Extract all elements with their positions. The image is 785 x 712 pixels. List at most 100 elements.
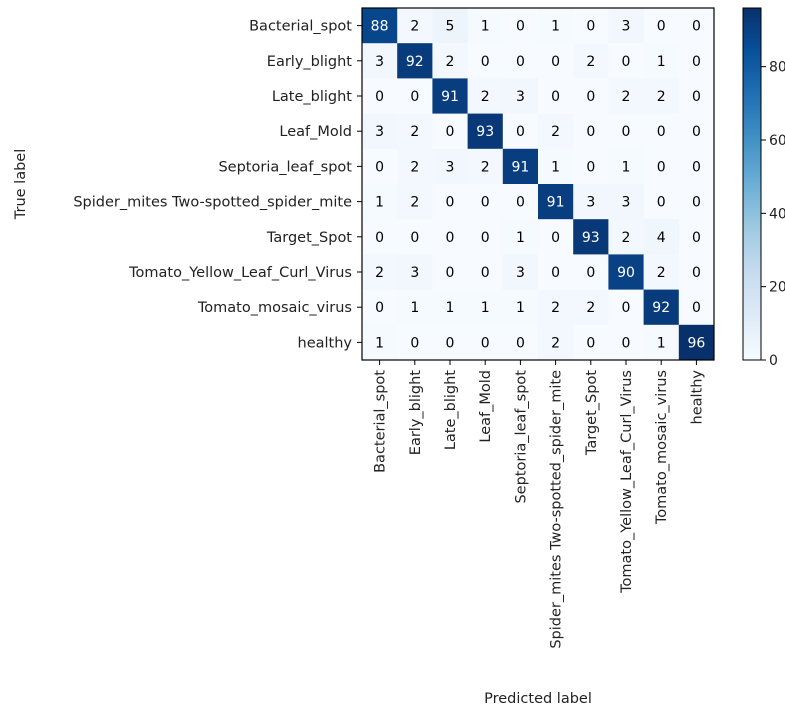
heatmap-cell (608, 8, 644, 44)
cell-value-label: 3 (516, 89, 525, 105)
cell-value-label: 2 (551, 124, 560, 140)
x-tick-label: Spider_mites Two-spotted_spider_mite (549, 370, 565, 649)
heatmap-cell (643, 8, 680, 44)
heatmap-cell (397, 148, 433, 185)
heatmap-cell (678, 148, 715, 185)
heatmap-cell (362, 184, 398, 220)
heatmap-cell (608, 254, 644, 290)
cell-value-label: 0 (551, 230, 560, 246)
heatmap-cell (432, 254, 468, 290)
y-tick-label: Tomato_mosaic_virus (197, 300, 352, 316)
cell-value-label: 3 (586, 195, 595, 211)
cell-value-label: 2 (551, 335, 560, 351)
y-tick-label: Late_blight (272, 89, 352, 105)
y-tick-label: Leaf_Mold (279, 124, 352, 140)
x-tick-label: healthy (689, 370, 705, 425)
cell-value-label: 3 (375, 54, 384, 70)
cell-value-label: 0 (446, 124, 455, 140)
heatmap-cell (608, 219, 644, 255)
heatmap-cell (362, 289, 398, 326)
cell-value-label: 0 (481, 230, 490, 246)
cell-value-label: 93 (582, 230, 600, 246)
cell-value-label: 2 (481, 159, 490, 175)
heatmap-cell (467, 184, 504, 220)
heatmap-cell (573, 78, 609, 114)
heatmap-cell (502, 43, 539, 79)
cell-value-label: 0 (516, 124, 525, 140)
x-tick-label: Late_blight (443, 370, 459, 450)
heatmap-cell (538, 113, 574, 150)
heatmap-cell (538, 184, 574, 220)
x-axis-title: Predicted label (484, 691, 592, 707)
heatmap-cell (608, 43, 644, 79)
cell-value-label: 0 (516, 335, 525, 351)
cell-value-label: 2 (410, 195, 419, 211)
cell-value-label: 2 (410, 124, 419, 140)
cell-value-label: 2 (657, 265, 666, 281)
cell-value-label: 0 (375, 89, 384, 105)
heatmap-cell (432, 184, 468, 220)
cell-value-label: 0 (551, 265, 560, 281)
heatmap-cell (678, 219, 715, 255)
heatmap-cell (538, 219, 574, 255)
colorbar-tick-label: 80 (769, 60, 785, 76)
heatmap-cell (467, 8, 504, 44)
cell-value-label: 0 (692, 159, 701, 175)
heatmap-cell (643, 148, 680, 185)
heatmap-cell (362, 324, 398, 361)
cell-value-label: 3 (622, 195, 631, 211)
heatmap-cell (397, 78, 433, 114)
heatmap-cell (397, 8, 433, 44)
heatmap-cell (573, 8, 609, 44)
cell-value-label: 0 (446, 335, 455, 351)
cell-value-label: 3 (410, 265, 419, 281)
heatmap-cell (643, 43, 680, 79)
cell-value-label: 3 (622, 19, 631, 35)
heatmap-cell (467, 78, 504, 114)
cell-value-label: 0 (410, 335, 419, 351)
cell-value-label: 0 (657, 195, 666, 211)
heatmap-cell (678, 289, 715, 326)
cell-value-label: 4 (657, 230, 666, 246)
cell-value-label: 0 (446, 195, 455, 211)
cell-value-label: 91 (547, 195, 565, 211)
cell-value-label: 0 (481, 335, 490, 351)
heatmap-cell (362, 8, 398, 44)
cell-value-label: 0 (692, 19, 701, 35)
heatmap-cell (397, 254, 433, 290)
y-tick-label: Septoria_leaf_spot (218, 159, 352, 175)
heatmap-cell (502, 8, 539, 44)
cell-value-label: 0 (586, 124, 595, 140)
heatmap-cell (467, 289, 504, 326)
colorbar-tick-label: 20 (769, 280, 785, 296)
cell-value-label: 1 (410, 300, 419, 316)
heatmap-cell (538, 78, 574, 114)
cell-value-label: 0 (551, 89, 560, 105)
cell-value-label: 0 (622, 335, 631, 351)
heatmap-cell (432, 324, 468, 361)
cell-value-label: 0 (446, 265, 455, 281)
cell-value-label: 2 (446, 54, 455, 70)
cell-value-label: 0 (657, 159, 666, 175)
cell-value-label: 1 (446, 300, 455, 316)
y-tick-label: healthy (298, 335, 353, 351)
cell-value-label: 92 (406, 54, 424, 70)
heatmap-cell (608, 148, 644, 185)
cell-value-label: 0 (481, 195, 490, 211)
heatmap-cell (397, 184, 433, 220)
heatmap-cell (608, 113, 644, 150)
x-tick-label: Bacterial_spot (373, 370, 389, 473)
colorbar-ticks: 0 20 40 60 80 (761, 60, 785, 369)
cell-value-label: 2 (586, 54, 595, 70)
heatmap-cell (678, 113, 715, 150)
cell-value-label: 0 (516, 54, 525, 70)
colorbar-tick-label: 0 (769, 353, 778, 369)
heatmap-cells: 88 2 5 1 0 1 0 3 0 0 3 92 2 0 0 0 2 0 1 0 0 0 91 2 3 0 0 2 2 0 3 2 0 93 0 2… (362, 8, 715, 361)
heatmap-cell (432, 78, 468, 114)
heatmap-cell (467, 219, 504, 255)
cell-value-label: 0 (586, 265, 595, 281)
cell-value-label: 1 (375, 335, 384, 351)
cell-value-label: 0 (622, 54, 631, 70)
heatmap-cell (432, 8, 468, 44)
heatmap-cell (467, 254, 504, 290)
